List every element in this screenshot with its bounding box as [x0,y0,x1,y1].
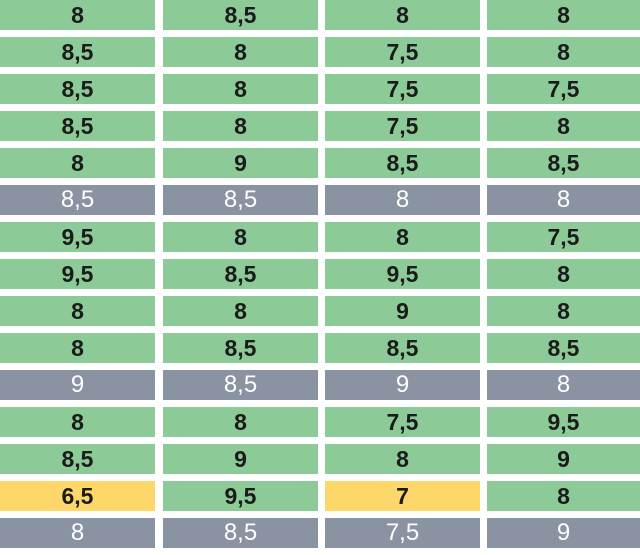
table-cell: 9 [325,370,480,400]
table-cell: 9,5 [487,407,640,437]
table-cell: 8,5 [0,444,155,474]
table-cell: 8 [0,148,155,178]
table-cell: 8,5 [0,74,155,104]
table-cell: 8,5 [163,259,318,289]
table-cell: 8 [0,407,155,437]
table-cell: 8 [487,111,640,141]
table-cell: 6,5 [0,481,155,511]
table-cell: 8 [0,333,155,363]
table-cell: 8 [0,518,155,548]
table-cell: 8,5 [0,37,155,67]
table-cell: 8 [487,296,640,326]
table-cell: 8 [163,407,318,437]
table-cell: 8,5 [487,148,640,178]
table-cell: 8,5 [163,518,318,548]
table-cell: 8 [0,296,155,326]
table-cell: 9 [163,148,318,178]
table-cell: 7,5 [325,407,480,437]
table-cell: 7 [325,481,480,511]
table-cell: 9 [0,370,155,400]
table-cell: 8,5 [0,185,155,215]
table-cell: 7,5 [325,74,480,104]
table-cell: 9 [487,518,640,548]
table-cell: 8 [325,0,480,30]
table-cell: 9 [325,296,480,326]
table-cell: 8 [163,296,318,326]
table-cell: 8 [163,222,318,252]
table-cell: 9,5 [325,259,480,289]
table-cell: 8 [163,74,318,104]
table-cell: 8,5 [0,111,155,141]
table-cell: 7,5 [487,222,640,252]
table-cell: 7,5 [487,74,640,104]
table-cell: 8 [163,37,318,67]
table-cell: 8 [325,185,480,215]
table-cell: 7,5 [325,111,480,141]
table-cell: 7,5 [325,37,480,67]
table-cell: 8 [487,481,640,511]
table-cell: 8 [487,185,640,215]
table-cell: 8 [0,0,155,30]
table-cell: 9,5 [163,481,318,511]
table-cell: 9,5 [0,222,155,252]
table-cell: 8,5 [163,0,318,30]
table-cell: 8 [487,0,640,30]
table-cell: 8,5 [163,185,318,215]
table-cell: 8,5 [325,148,480,178]
table-cell: 8,5 [487,333,640,363]
table-cell: 8,5 [163,333,318,363]
table-cell: 7,5 [325,518,480,548]
table-cell: 8 [487,259,640,289]
table-cell: 8 [487,37,640,67]
table-cell: 9 [487,444,640,474]
table-cell: 8,5 [325,333,480,363]
table-cell: 8 [325,222,480,252]
table-cell: 8,5 [163,370,318,400]
table-cell: 8 [163,111,318,141]
table-cell: 8 [325,444,480,474]
table-cell: 8 [487,370,640,400]
table-cell: 9 [163,444,318,474]
table-cell: 9,5 [0,259,155,289]
